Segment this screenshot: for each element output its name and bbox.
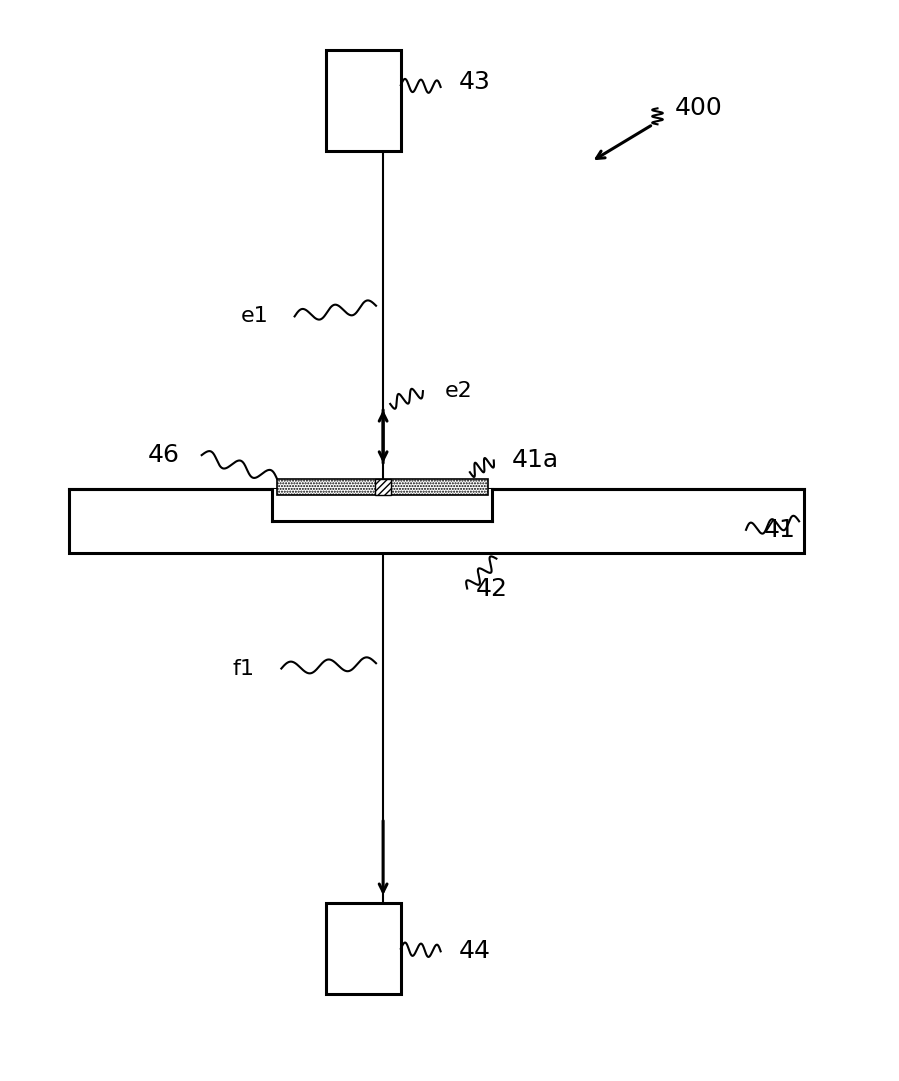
Text: 46: 46	[147, 443, 180, 467]
Bar	[325, 904, 401, 995]
Bar	[277, 479, 487, 495]
Text: 42: 42	[476, 576, 508, 601]
Text: f1: f1	[233, 658, 254, 679]
Text: 41: 41	[764, 518, 796, 542]
Bar	[325, 50, 401, 151]
Bar	[375, 479, 391, 495]
Text: e1: e1	[240, 306, 268, 326]
Text: 41a: 41a	[512, 449, 558, 472]
Bar	[272, 490, 492, 521]
Text: 43: 43	[458, 69, 490, 94]
Text: 400: 400	[675, 96, 723, 120]
Text: 44: 44	[458, 939, 490, 963]
Bar	[69, 490, 804, 553]
Text: e2: e2	[445, 382, 473, 401]
